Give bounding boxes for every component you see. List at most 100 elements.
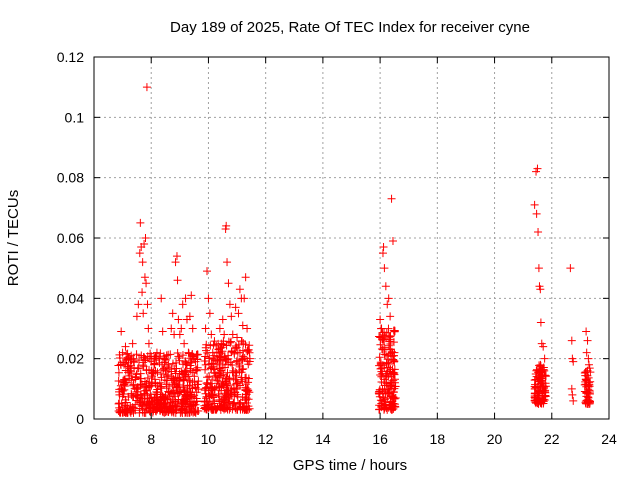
data-point [127,351,136,360]
data-point [232,371,241,380]
data-point [147,393,156,402]
data-point [376,333,385,342]
data-point [228,330,237,339]
data-point [239,403,248,412]
data-point [391,382,400,391]
data-point [184,348,193,357]
data-point [379,397,388,406]
data-point [242,398,251,407]
data-point [583,399,592,408]
data-point [234,399,243,408]
data-point [210,399,219,408]
data-point [220,352,229,361]
data-point [200,397,209,406]
data-point [538,374,547,383]
data-point [203,267,212,276]
data-point [532,209,541,218]
data-point [114,368,123,377]
data-point [162,372,171,381]
data-point [384,294,393,303]
data-point [386,381,395,390]
data-point [133,383,142,392]
data-point [143,397,152,406]
data-point [220,363,229,372]
data-point [136,218,145,227]
data-point [389,393,398,402]
data-point [584,360,593,369]
data-point [207,384,216,393]
data-point [122,356,131,365]
data-point [389,326,398,335]
data-point [583,388,592,397]
data-point [384,384,393,393]
data-point [185,384,194,393]
data-point [238,377,247,386]
data-point [375,387,384,396]
data-point [184,405,193,414]
data-point [178,408,187,417]
data-point [181,357,190,366]
data-point [244,378,253,387]
data-point [181,294,190,303]
data-point [168,309,177,318]
data-point [219,370,228,379]
data-point [376,364,385,373]
data-point [158,407,167,416]
data-point [208,385,217,394]
data-point [387,194,396,203]
data-point [141,377,150,386]
data-point [381,331,390,340]
data-point [182,367,191,376]
data-point [381,282,390,291]
data-point [118,386,127,395]
data-point [211,369,220,378]
data-point [380,363,389,372]
data-point [156,392,165,401]
data-point [151,366,160,375]
data-point [156,370,165,379]
data-point [378,249,387,258]
data-point [233,392,242,401]
data-point [243,324,252,333]
data-point [161,366,170,375]
data-point [171,258,180,267]
data-point [240,294,249,303]
data-point [376,315,385,324]
data-point [388,237,397,246]
data-point [158,395,167,404]
data-point [174,315,183,324]
data-point [128,339,137,348]
data-point [135,249,144,258]
x-tick-label: 18 [430,431,446,447]
data-point [141,234,150,242]
data-point [159,400,168,409]
data-point [206,379,215,388]
data-point [142,383,151,392]
data-point [204,403,213,412]
data-point [140,273,149,282]
data-point [118,348,127,357]
data-point [134,300,143,309]
data-point [157,294,166,303]
data-point [188,368,197,377]
x-tick-label: 16 [372,431,388,447]
data-point [164,350,173,359]
data-point [237,373,246,382]
data-point [200,356,209,365]
data-point [194,377,203,386]
data-point [221,377,230,386]
data-point [140,389,149,398]
data-point [143,300,152,309]
data-point [175,330,184,339]
data-point [381,350,390,359]
data-point [205,392,214,401]
data-point [389,338,398,347]
data-point [171,401,180,410]
data-point [536,399,545,408]
data-point [214,389,223,398]
data-point [183,390,192,399]
data-point [375,385,384,394]
data-point [178,300,187,309]
data-point [540,354,549,363]
data-point [227,312,236,321]
